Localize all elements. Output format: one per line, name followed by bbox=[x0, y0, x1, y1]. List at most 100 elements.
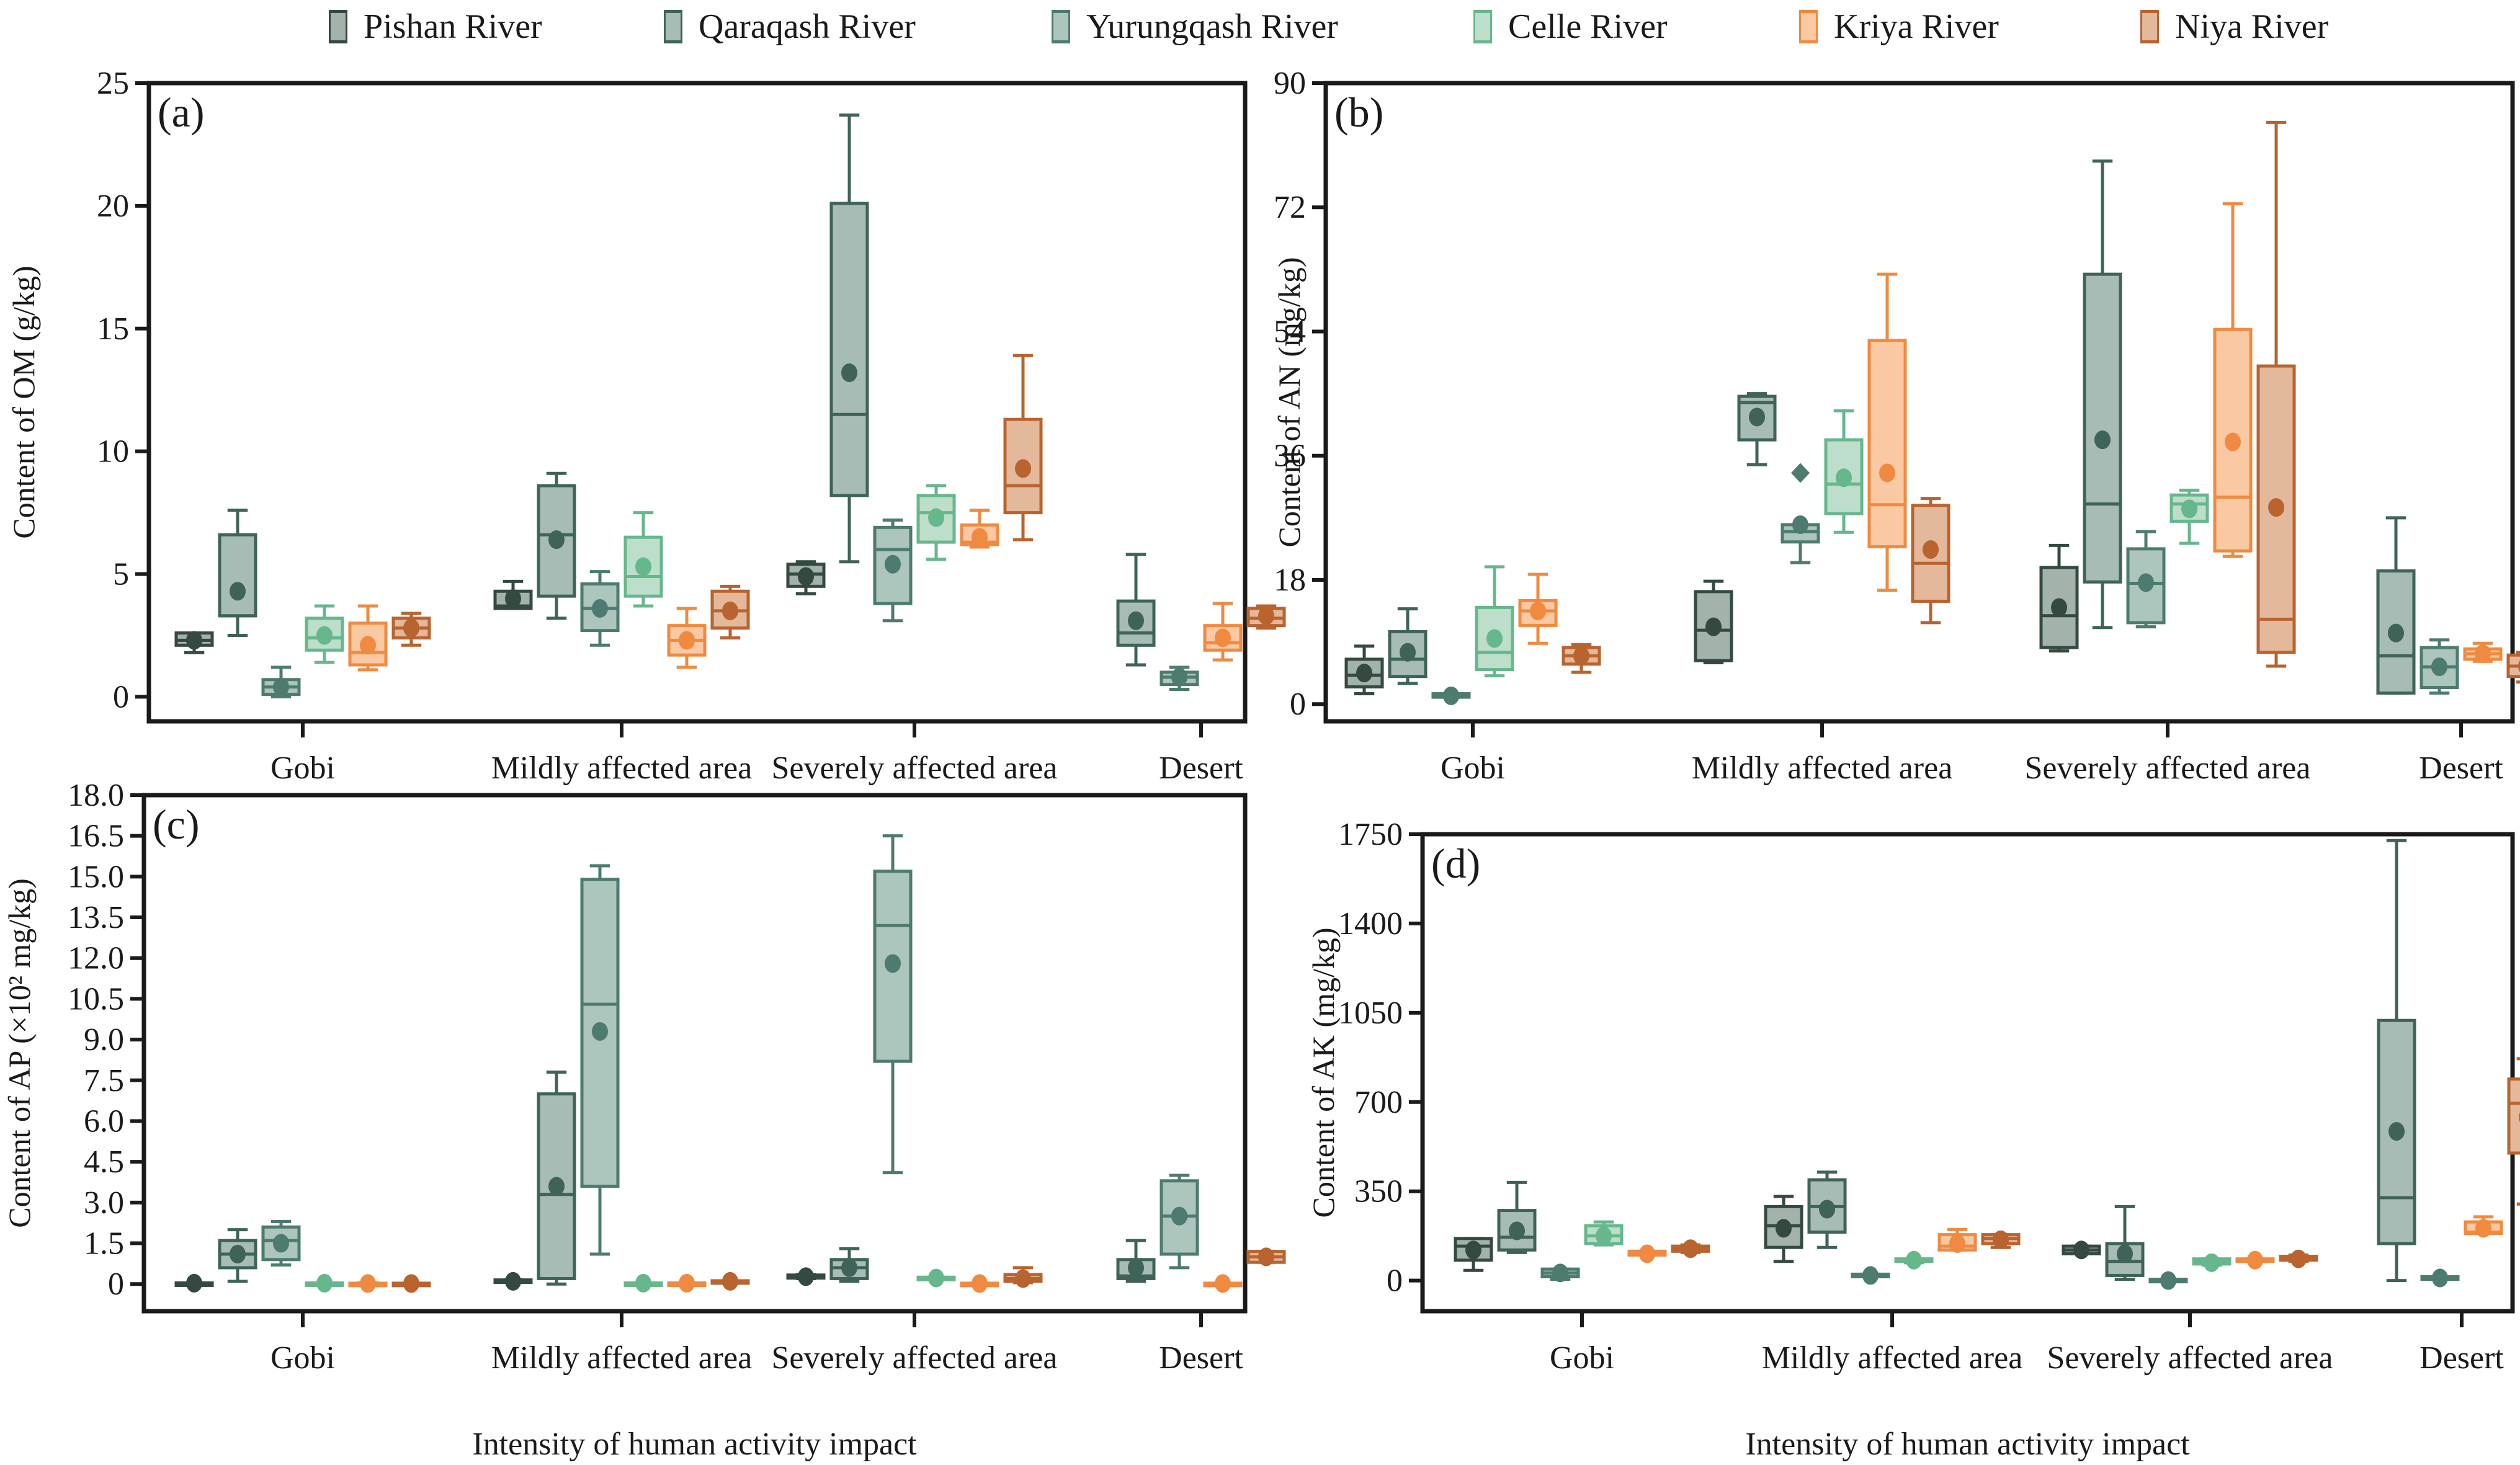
mean-marker bbox=[2051, 598, 2067, 617]
panel-b: 0 18 36 54 72 90 Content of AN (mg/kg) (b) Gobi M… bbox=[1272, 66, 2520, 786]
box-niya-river bbox=[2256, 120, 2296, 668]
mean-marker bbox=[679, 1273, 695, 1293]
mean-marker bbox=[548, 1177, 565, 1196]
y-tick-label: 10 bbox=[97, 434, 129, 470]
y-tick-label: 1050 bbox=[1338, 995, 1403, 1031]
y-tick-label: 350 bbox=[1354, 1174, 1403, 1209]
y-tick-label: 90 bbox=[1274, 66, 1306, 101]
mean-marker bbox=[2388, 1122, 2405, 1141]
mean-marker bbox=[403, 618, 419, 638]
y-axis-label: Content of AP (×10² mg/kg) bbox=[2, 878, 37, 1228]
y-tick-label: 700 bbox=[1354, 1085, 1403, 1120]
y-tick-label: 0 bbox=[108, 1267, 124, 1302]
plot-frame bbox=[141, 793, 1248, 1314]
x-tick-label: Severely affected area bbox=[772, 1340, 1058, 1376]
mean-marker bbox=[885, 554, 901, 574]
box-qaraqash-river bbox=[2377, 839, 2416, 1283]
mean-marker bbox=[2160, 1271, 2176, 1290]
panel-label: (d) bbox=[1431, 840, 1480, 887]
y-tick-label: 1400 bbox=[1338, 906, 1403, 942]
box-yurungqash-river bbox=[580, 864, 620, 1256]
legend-item: Qaraqash River bbox=[664, 6, 916, 47]
panel-label: (a) bbox=[158, 89, 204, 136]
mean-marker bbox=[1486, 629, 1503, 648]
box-celle-river bbox=[2169, 488, 2209, 545]
x-tick-label: Desert bbox=[2419, 750, 2503, 786]
box-yurungqash-river bbox=[2419, 638, 2459, 695]
y-tick-label: 72 bbox=[1274, 190, 1306, 225]
mean-marker bbox=[1705, 617, 1722, 636]
x-tick-label: Gobi bbox=[1441, 750, 1505, 786]
legend-swatch bbox=[1473, 10, 1492, 43]
mean-marker bbox=[841, 363, 857, 383]
box-yurungqash-river bbox=[261, 666, 301, 698]
box-niya-river bbox=[1003, 1266, 1043, 1288]
mean-marker bbox=[1530, 602, 1546, 621]
x-tick-label: Gobi bbox=[270, 1340, 335, 1376]
box-pishan-river bbox=[493, 1271, 533, 1291]
box-pishan-river bbox=[2062, 1240, 2101, 1260]
mean-marker bbox=[1443, 686, 1459, 705]
box-kriya-river bbox=[960, 509, 999, 549]
mean-marker bbox=[1573, 646, 1589, 666]
box-qaraqash-river bbox=[829, 1247, 869, 1283]
box-celle-river bbox=[1824, 409, 1864, 534]
y-tick-label: 54 bbox=[1274, 314, 1306, 349]
panel-c: 0 1.5 3.0 4.5 6.0 7.5 9.0 10.5 12.0 13.5 15.0 16.5 1… bbox=[2, 778, 1286, 1462]
mean-marker bbox=[230, 582, 246, 601]
mean-marker bbox=[1776, 1219, 1792, 1238]
y-tick-label: 15 bbox=[97, 311, 129, 347]
y-tick-label: 20 bbox=[97, 189, 129, 224]
box-qaraqash-river bbox=[829, 113, 869, 564]
box-qaraqash-river bbox=[1737, 392, 1777, 466]
mean-marker bbox=[1128, 611, 1144, 630]
legend-label: Niya River bbox=[2175, 7, 2329, 46]
box-kriya-river bbox=[1518, 572, 1558, 645]
y-tick-label: 15.0 bbox=[68, 859, 124, 894]
box-celle-river bbox=[2192, 1253, 2232, 1272]
mean-marker bbox=[1596, 1226, 1612, 1245]
mean-marker bbox=[798, 1267, 814, 1286]
box-pishan-river bbox=[1764, 1195, 1803, 1263]
box-celle-river bbox=[305, 604, 344, 664]
box-pishan-river bbox=[786, 560, 826, 595]
mean-marker bbox=[403, 1274, 419, 1293]
box-qaraqash-river bbox=[2105, 1205, 2145, 1281]
mean-marker bbox=[1465, 1240, 1481, 1260]
x-tick-label: Mildly affected area bbox=[491, 750, 753, 786]
box-celle-river bbox=[1894, 1250, 1934, 1270]
box-yurungqash-river bbox=[2148, 1271, 2188, 1290]
box-celle-river bbox=[916, 484, 956, 561]
y-tick-label: 0 bbox=[1387, 1263, 1403, 1299]
mean-marker bbox=[1862, 1266, 1879, 1285]
box-niya-river bbox=[1981, 1230, 2021, 1249]
box-pishan-river bbox=[174, 631, 214, 654]
box-qaraqash-river bbox=[1388, 607, 1428, 685]
box-pishan-river bbox=[1454, 1237, 1493, 1272]
y-tick-label: 18 bbox=[1274, 563, 1306, 598]
box-celle-river bbox=[623, 511, 663, 608]
box-niya-river bbox=[1246, 1247, 1286, 1267]
mean-marker bbox=[2518, 660, 2520, 672]
box-qaraqash-river bbox=[537, 471, 576, 620]
y-tick-label: 25 bbox=[97, 66, 129, 101]
box-iqr bbox=[1867, 339, 1907, 549]
x-tick-label: Desert bbox=[1159, 1340, 1243, 1376]
box-niya-river bbox=[2507, 1057, 2520, 1206]
legend: Pishan River Qaraqash River Yurungqash Riv… bbox=[0, 0, 2520, 74]
mean-marker bbox=[186, 1273, 202, 1293]
mean-marker bbox=[1128, 1258, 1144, 1277]
mean-marker bbox=[722, 601, 738, 620]
box-kriya-river bbox=[1867, 272, 1907, 592]
box-yurungqash-river bbox=[261, 1219, 301, 1267]
mean-marker bbox=[2204, 1253, 2220, 1272]
box-yurungqash-river bbox=[2420, 1268, 2460, 1288]
x-tick-label: Desert bbox=[1159, 750, 1243, 786]
plot-frame bbox=[1323, 81, 2515, 724]
box-pishan-river bbox=[1694, 579, 1733, 664]
legend-label: Qaraqash River bbox=[699, 7, 916, 46]
box-kriya-river bbox=[1937, 1227, 1977, 1253]
box-iqr bbox=[2376, 569, 2416, 695]
box-yurungqash-river bbox=[1540, 1263, 1580, 1283]
box-celle-river bbox=[305, 1273, 344, 1293]
